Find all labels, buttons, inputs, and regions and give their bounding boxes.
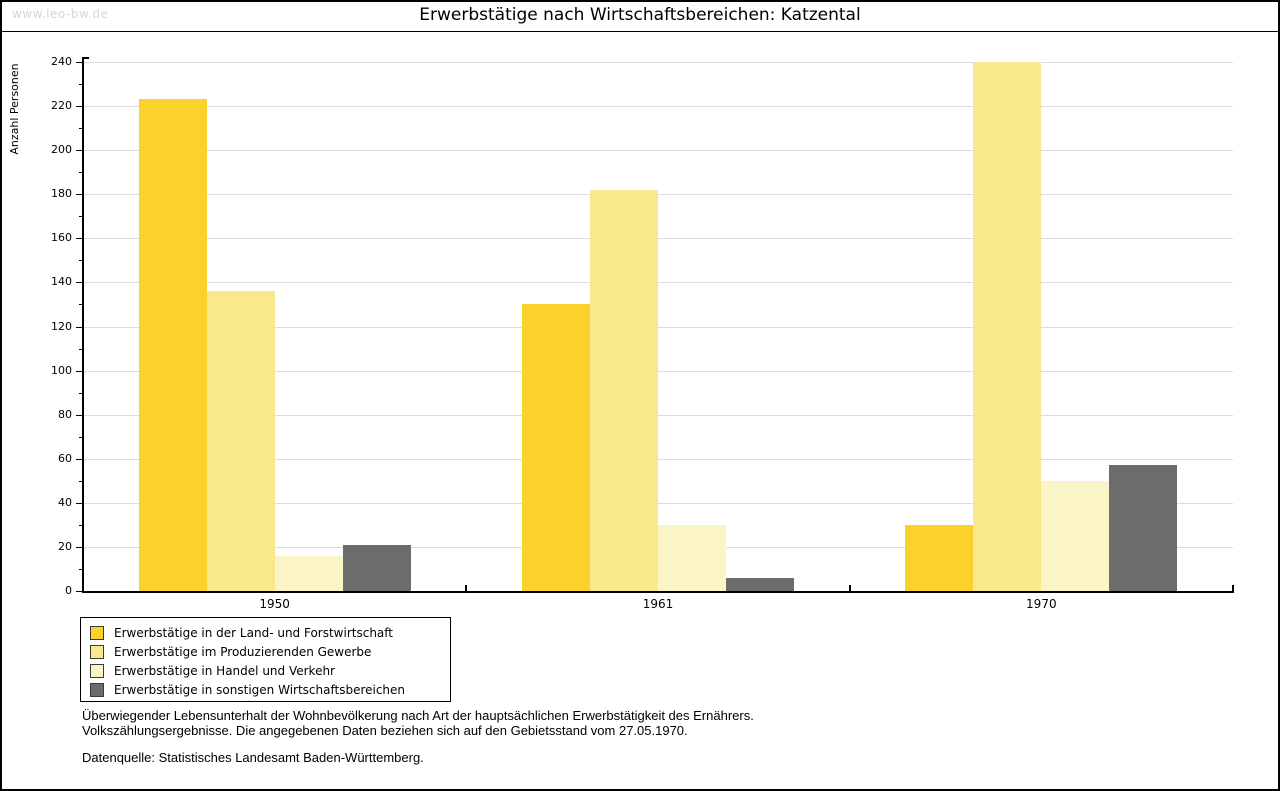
- y-axis-tick-label: 80: [58, 407, 72, 421]
- legend-label: Erwerbstätige im Produzierenden Gewerbe: [114, 644, 372, 659]
- y-axis-tick-label: 60: [58, 451, 72, 465]
- y-axis-tick: [76, 370, 83, 372]
- y-axis-tick: [76, 238, 83, 240]
- y-axis-end-tick: [84, 57, 89, 59]
- legend-row: Erwerbstätige in der Land- und Forstwirt…: [90, 623, 450, 642]
- y-axis-minor-tick: [79, 304, 83, 306]
- y-axis-tick: [76, 106, 83, 108]
- watermark: www.leo-bw.de: [12, 7, 109, 21]
- bar-1950-series3: [274, 555, 343, 591]
- y-axis-minor-tick: [79, 392, 83, 394]
- y-axis-minor-tick: [79, 436, 83, 438]
- bar-1970-series2: [973, 62, 1042, 591]
- y-axis-tick-label: 160: [51, 231, 72, 245]
- bar-1970-series4: [1109, 465, 1178, 591]
- y-axis-line: [82, 57, 84, 593]
- y-axis-tick: [76, 502, 83, 504]
- x-axis-tick: [465, 585, 468, 591]
- y-axis-tick: [76, 150, 83, 152]
- footer-description: Überwiegender Lebensunterhalt der Wohnbe…: [82, 708, 754, 738]
- y-axis-tick: [76, 458, 83, 460]
- y-axis-tick-label: 180: [51, 187, 72, 201]
- y-axis-tick-label: 0: [65, 584, 72, 597]
- gridline: [83, 502, 1233, 504]
- legend-row: Erwerbstätige im Produzierenden Gewerbe: [90, 642, 450, 661]
- y-axis-tick-label: 220: [51, 99, 72, 113]
- legend-swatch-icon: [90, 682, 104, 697]
- x-axis-tick: [1232, 585, 1234, 591]
- gridline: [83, 458, 1233, 460]
- footer-description-line1: Überwiegender Lebensunterhalt der Wohnbe…: [82, 708, 754, 723]
- y-axis-minor-tick: [79, 524, 83, 526]
- gridline: [83, 282, 1233, 284]
- y-axis-minor-tick: [79, 216, 83, 218]
- legend-label: Erwerbstätige in sonstigen Wirtschaftsbe…: [114, 682, 406, 697]
- legend-swatch-icon: [90, 644, 104, 659]
- y-axis-minor-tick: [79, 348, 83, 350]
- header-band: Erwerbstätige nach Wirtschaftsbereichen:…: [2, 2, 1278, 32]
- y-axis-tick: [76, 282, 83, 284]
- y-axis-tick: [76, 591, 83, 592]
- gridline: [83, 370, 1233, 372]
- y-axis-tick: [76, 326, 83, 328]
- gridline: [83, 238, 1233, 240]
- y-axis-tick: [76, 414, 83, 416]
- y-axis-tick-label: 200: [51, 143, 72, 157]
- x-axis-tick: [848, 585, 851, 591]
- bar-1950-series4: [342, 544, 411, 591]
- y-axis-minor-tick: [79, 260, 83, 262]
- bar-1970-series3: [1041, 480, 1110, 591]
- x-axis-line: [82, 591, 1234, 593]
- legend-row: Erwerbstätige in Handel und Verkehr: [90, 661, 450, 680]
- x-axis-label: 1961: [642, 597, 674, 611]
- gridline: [83, 106, 1233, 108]
- y-axis-tick-label: 20: [58, 539, 72, 553]
- gridline: [83, 414, 1233, 416]
- gridline: [83, 326, 1233, 328]
- y-axis-minor-tick: [79, 128, 83, 130]
- y-axis-tick-label: 240: [51, 55, 72, 68]
- y-axis-tick: [76, 62, 83, 63]
- x-axis-label: 1970: [1026, 597, 1057, 611]
- legend-swatch-icon: [90, 625, 104, 640]
- y-axis-tick-label: 40: [58, 495, 72, 509]
- legend-label: Erwerbstätige in Handel und Verkehr: [114, 663, 335, 678]
- gridline: [83, 194, 1233, 196]
- footer-description-line2: Volkszählungsergebnisse. Die angegebenen…: [82, 722, 688, 738]
- y-axis-tick: [76, 546, 83, 548]
- bar-1961-series4: [726, 577, 794, 591]
- bar-1961-series2: [590, 189, 658, 591]
- bar-1961-series3: [658, 524, 726, 591]
- gridline: [83, 150, 1233, 152]
- legend-row: Erwerbstätige in sonstigen Wirtschaftsbe…: [90, 680, 450, 699]
- legend-label: Erwerbstätige in der Land- und Forstwirt…: [114, 625, 393, 640]
- bar-1950-series2: [206, 291, 275, 591]
- chart-title: Erwerbstätige nach Wirtschaftsbereichen:…: [419, 5, 861, 25]
- bar-1970-series1: [905, 524, 974, 591]
- footer-source: Datenquelle: Statistisches Landesamt Bad…: [82, 750, 424, 765]
- bar-1950-series1: [138, 99, 207, 591]
- gridline: [83, 62, 1233, 63]
- legend-swatch-icon: [90, 663, 104, 678]
- y-axis-minor-tick: [79, 568, 83, 570]
- y-axis-minor-tick: [79, 480, 83, 482]
- x-axis-tick: [82, 585, 84, 591]
- y-axis-tick-label: 140: [51, 275, 72, 289]
- y-axis-minor-tick: [79, 84, 83, 86]
- y-axis-minor-tick: [79, 172, 83, 174]
- x-axis-label: 1950: [259, 597, 290, 611]
- y-axis-tick: [76, 194, 83, 196]
- y-axis-tick-label: 100: [51, 363, 72, 377]
- legend: Erwerbstätige in der Land- und Forstwirt…: [80, 617, 451, 702]
- y-axis-tick-label: 120: [51, 319, 72, 333]
- bar-1961-series1: [522, 304, 590, 591]
- y-axis-title: Anzahl Personen: [8, 63, 21, 155]
